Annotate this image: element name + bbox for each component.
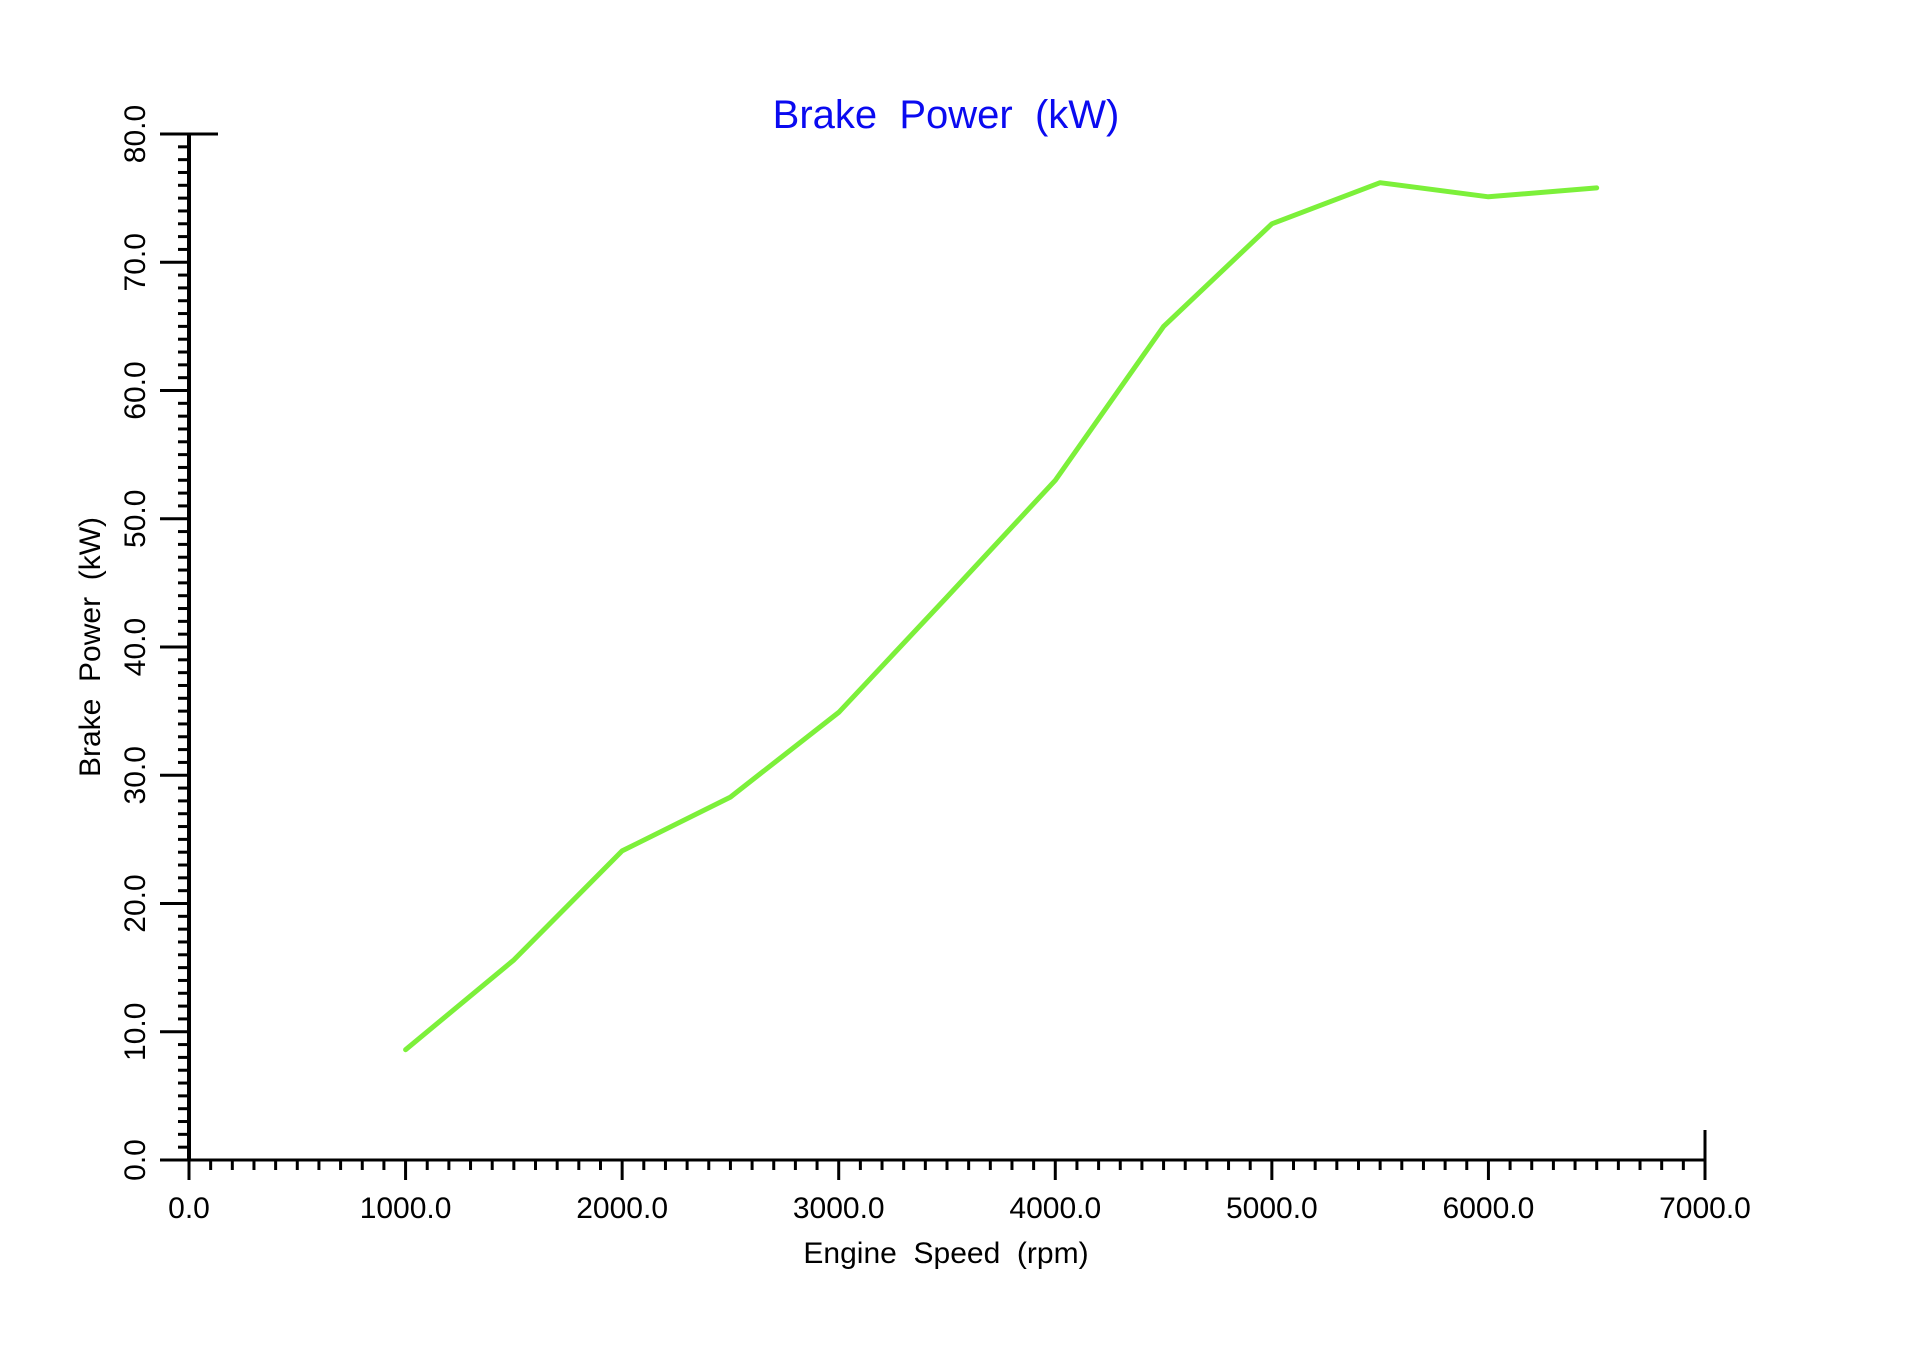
y-tick-label: 60.0 [119,361,152,419]
y-tick-label: 50.0 [119,490,152,548]
y-axis: 0.0 10.0 20.0 30.0 40.0 50.0 60.0 70.0 80.0 [119,105,218,1181]
x-tick-label: 1000.0 [360,1192,452,1225]
x-tick-label: 6000.0 [1443,1192,1535,1225]
y-tick-label: 10.0 [119,1003,152,1061]
x-tick-label: 3000.0 [793,1192,885,1225]
y-tick-label: 70.0 [119,233,152,291]
y-tick-label: 80.0 [119,105,152,163]
chart-title: Brake Power (kW) [773,93,1120,137]
x-axis: 0.0 1000.0 2000.0 3000.0 4000.0 5000.0 6000.0 7… [168,1130,1751,1225]
x-tick-label: 0.0 [168,1192,210,1225]
x-tick-label: 5000.0 [1226,1192,1318,1225]
x-axis-label: Engine Speed (rpm) [803,1237,1088,1270]
x-tick-label: 4000.0 [1009,1192,1101,1225]
axes: 0.0 10.0 20.0 30.0 40.0 50.0 60.0 70.0 80.0 0.0 1… [119,105,1751,1225]
y-tick-label: 40.0 [119,618,152,676]
y-axis-label: Brake Power (kW) [74,517,107,777]
brake-power-line [403,180,1600,1053]
x-tick-label: 2000.0 [576,1192,668,1225]
x-tick-label: 7000.0 [1659,1192,1751,1225]
y-tick-label: 30.0 [119,746,152,804]
y-tick-label: 0.0 [119,1139,152,1181]
y-tick-label: 20.0 [119,874,152,932]
